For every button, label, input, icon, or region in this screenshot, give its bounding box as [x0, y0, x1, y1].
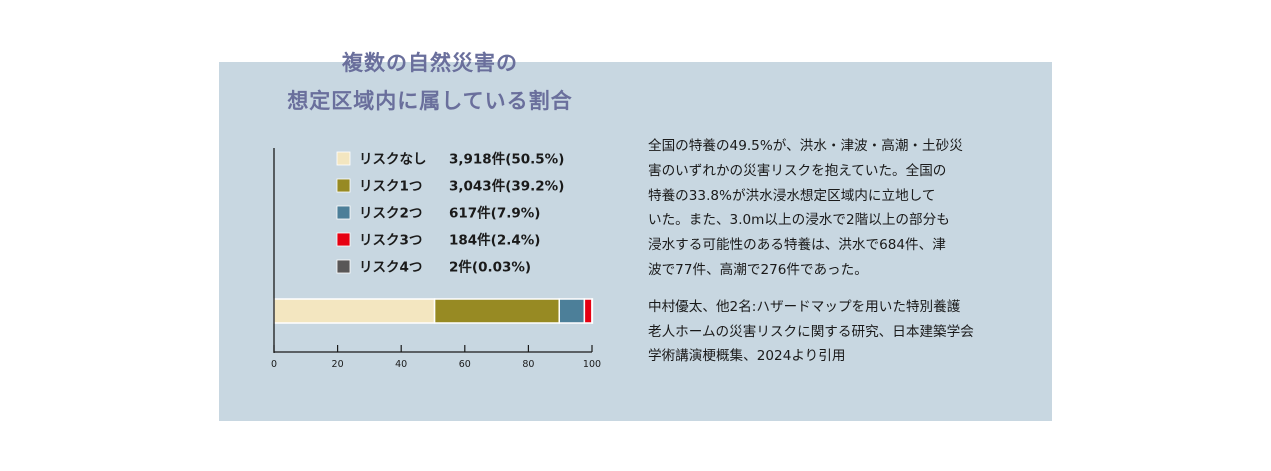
description-line: いた。また、3.0m以上の浸水で2階以上の部分も	[648, 212, 950, 229]
legend-swatch	[336, 151, 351, 166]
legend-series-name: リスク3つ	[359, 233, 422, 249]
legend-swatch	[336, 259, 351, 274]
legend-series-count: 3,043件(39.2%)	[449, 178, 564, 195]
citation-line: 学術講演梗概集、2024より引用	[648, 348, 846, 365]
x-tick-label: 20	[332, 359, 344, 370]
legend-series-name: リスク2つ	[359, 206, 422, 222]
legend-series-name: リスク4つ	[359, 260, 422, 276]
citation-line: 老人ホームの災害リスクに関する研究、日本建築学会	[648, 323, 974, 340]
legend-swatch	[336, 205, 351, 220]
bar-segment	[558, 298, 586, 324]
legend-swatch	[336, 178, 351, 193]
description-text: 全国の特養の49.5%が、洪水・津波・高潮・土砂災 害のいずれかの災害リスクを抱え…	[648, 134, 1028, 369]
legend-swatch	[336, 232, 351, 247]
x-tick-label: 80	[522, 359, 534, 370]
citation-line: 中村優太、他2名:ハザードマップを用いた特別養護	[648, 298, 961, 315]
bar-segment	[583, 298, 593, 324]
legend-series-name: リスク1つ	[359, 179, 422, 195]
chart-axes: 0 20 40 60 80 100	[271, 148, 601, 370]
description-line: 特養の33.8%が洪水浸水想定区域内に立地して	[648, 187, 936, 204]
chart-title-line-2: 想定区域内に属している割合	[287, 89, 573, 113]
bar-segment	[433, 298, 560, 324]
x-tick-label: 40	[395, 359, 407, 370]
x-tick-label: 100	[583, 359, 601, 370]
legend-series-count: 184件(2.4%)	[449, 232, 540, 249]
background-panel	[219, 62, 1052, 421]
legend-series-name: リスクなし	[359, 152, 427, 168]
citation-paragraph: 中村優太、他2名:ハザードマップを用いた特別養護 老人ホームの災害リスクに関する研…	[648, 295, 1028, 369]
description-line: 害のいずれかの災害リスクを抱えていた。全国の	[648, 162, 947, 179]
x-tick-label: 0	[271, 359, 277, 370]
description-line: 浸水する可能性のある特養は、洪水で684件、津	[648, 237, 946, 254]
description-paragraph-1: 全国の特養の49.5%が、洪水・津波・高潮・土砂災 害のいずれかの災害リスクを抱え…	[648, 134, 1028, 283]
bar-segment	[273, 298, 436, 324]
legend-series-count: 3,918件(50.5%)	[449, 151, 564, 168]
legend-series-count: 2件(0.03%)	[449, 259, 531, 276]
stacked-bar-chart: リスクなし 3,918件(50.5%) リスク1つ 3,043件(39.2%) リスク2…	[271, 148, 601, 370]
chart-title-line-1: 複数の自然災害の	[342, 51, 518, 75]
legend-series-count: 617件(7.9%)	[449, 205, 540, 222]
description-line: 波で77件、高潮で276件であった。	[648, 261, 868, 278]
chart-title: 複数の自然災害の 想定区域内に属している割合	[240, 44, 620, 120]
description-line: 全国の特養の49.5%が、洪水・津波・高潮・土砂災	[648, 138, 963, 154]
x-tick-label: 60	[459, 359, 471, 370]
chart-legend: リスクなし 3,918件(50.5%) リスク1つ 3,043件(39.2%) リスク2…	[336, 151, 564, 276]
chart-bars	[273, 298, 594, 324]
